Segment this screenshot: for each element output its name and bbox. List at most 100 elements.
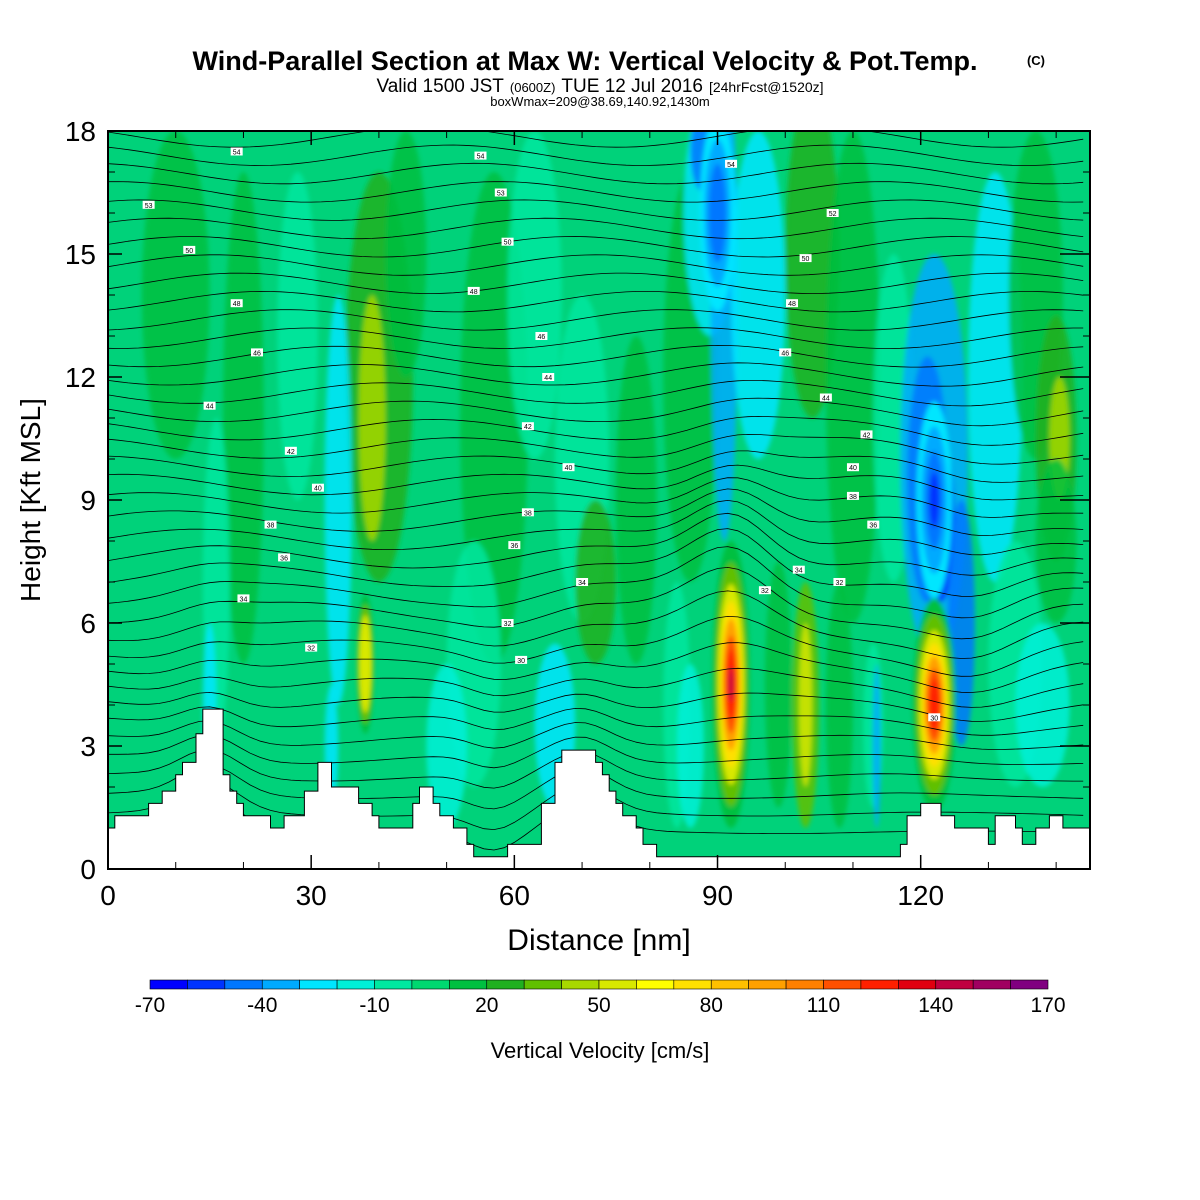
colorbar-tick-label: -10 bbox=[359, 994, 389, 1017]
theta-label-box bbox=[501, 237, 514, 246]
theta-label-box bbox=[819, 393, 832, 402]
subtitle-valid-time: Valid 1500 JST (0600Z) TUE 12 Jul 2016 [24h… bbox=[376, 76, 823, 97]
theta-label: 30 bbox=[930, 715, 938, 722]
field-blob bbox=[731, 131, 786, 459]
colorbar-swatch bbox=[486, 979, 525, 990]
potential-temperature-labels: 54 54 54 53 53 52 50 50 50 48 48 48 46 46 46 44 44 44 42 42… bbox=[142, 147, 941, 722]
colorbar-tick-label: -70 bbox=[135, 994, 165, 1017]
theta-label: 42 bbox=[863, 432, 871, 439]
field-blob bbox=[615, 336, 657, 664]
y-tick-label: 3 bbox=[80, 731, 96, 762]
terrain bbox=[108, 708, 1090, 869]
field-blob bbox=[385, 131, 427, 377]
theta-isoline bbox=[108, 691, 1084, 722]
theta-label-box bbox=[278, 553, 291, 562]
theta-label: 46 bbox=[253, 350, 261, 357]
theta-label-box bbox=[501, 619, 514, 627]
theta-isoline bbox=[108, 546, 1084, 619]
x-tick-label: 90 bbox=[702, 880, 733, 911]
x-tick-label: 120 bbox=[897, 880, 944, 911]
theta-isoline bbox=[108, 566, 1084, 640]
theta-isoline bbox=[108, 433, 1084, 465]
theta-label-box bbox=[264, 520, 277, 529]
theta-label: 46 bbox=[538, 334, 546, 341]
theta-isoline bbox=[108, 344, 1084, 368]
theta-isoline bbox=[108, 734, 1084, 769]
colorbar-tick-label: 20 bbox=[475, 994, 498, 1017]
theta-label-box bbox=[786, 299, 799, 308]
theta-label: 32 bbox=[504, 621, 512, 628]
theta-label: 48 bbox=[788, 301, 796, 308]
theta-label-box bbox=[521, 508, 534, 517]
colorbar-swatch bbox=[710, 979, 749, 990]
colorbar-swatch bbox=[636, 979, 675, 990]
x-tick-label: 0 bbox=[100, 880, 116, 911]
colorbar-tick-label: 80 bbox=[700, 994, 723, 1017]
colorbar-tick-label: -40 bbox=[247, 994, 277, 1017]
theta-label-box bbox=[284, 446, 297, 455]
theta-label: 54 bbox=[477, 154, 485, 161]
theta-isoline bbox=[108, 415, 1084, 446]
colorbar-swatch bbox=[561, 979, 600, 990]
theta-label: 53 bbox=[497, 191, 505, 198]
colorbar-swatch bbox=[935, 979, 974, 990]
x-tick-label: 30 bbox=[296, 880, 327, 911]
colorbar-swatch bbox=[224, 979, 263, 990]
theta-label-box bbox=[860, 430, 873, 439]
colorbar-swatch bbox=[336, 979, 375, 990]
colorbar-swatch bbox=[1010, 979, 1049, 990]
theta-label-box bbox=[203, 401, 216, 410]
theta-isoline bbox=[108, 272, 1084, 295]
theta-label-box bbox=[928, 713, 941, 722]
colorbar-swatch bbox=[898, 979, 937, 990]
field-blob bbox=[798, 623, 813, 787]
theta-isoline bbox=[108, 720, 1084, 750]
y-tick-label: 12 bbox=[65, 362, 96, 393]
theta-label: 44 bbox=[822, 396, 830, 403]
theta-label-box bbox=[467, 286, 480, 295]
theta-isoline bbox=[108, 181, 1084, 203]
colorbar-swatch bbox=[374, 979, 413, 990]
field-blob bbox=[507, 131, 562, 459]
colorbar-tick-label: 110 bbox=[807, 994, 840, 1017]
theta-label: 40 bbox=[849, 465, 857, 472]
field-blob bbox=[426, 664, 467, 828]
subtitle-box-max: boxWmax=209@38.69,140.92,1430m bbox=[490, 94, 710, 109]
theta-label: 38 bbox=[849, 494, 857, 501]
theta-label-box bbox=[758, 586, 771, 595]
field-blob bbox=[872, 664, 881, 828]
updraft-core bbox=[728, 667, 734, 702]
theta-isoline bbox=[108, 615, 1084, 677]
theta-label: 44 bbox=[544, 375, 552, 382]
title-copyright-mark: (C) bbox=[1027, 53, 1045, 68]
plot-area: 54 54 54 53 53 52 50 50 50 48 48 48 46 46 46 44 44 44 42 42… bbox=[108, 131, 1090, 869]
theta-label-box bbox=[311, 483, 324, 492]
theta-label: 34 bbox=[795, 568, 803, 575]
theta-label-box bbox=[305, 643, 318, 652]
colorbar-swatch bbox=[748, 979, 787, 990]
theta-isoline bbox=[108, 397, 1084, 427]
theta-label-box bbox=[183, 245, 196, 254]
theta-isoline bbox=[108, 450, 1084, 483]
field-blob bbox=[968, 172, 1023, 582]
theta-label: 54 bbox=[727, 162, 735, 169]
theta-label: 38 bbox=[524, 510, 532, 517]
colorbar-swatch bbox=[411, 979, 450, 990]
theta-isoline bbox=[108, 706, 1084, 736]
theta-label: 36 bbox=[510, 543, 518, 550]
colorbar-swatch bbox=[149, 979, 188, 990]
field-blob bbox=[277, 172, 318, 500]
colorbar-swatch bbox=[860, 979, 899, 990]
theta-label-box bbox=[792, 565, 805, 574]
theta-label: 48 bbox=[233, 301, 241, 308]
y-tick-label: 15 bbox=[65, 239, 96, 270]
field-blob bbox=[676, 664, 704, 828]
theta-label: 32 bbox=[307, 646, 315, 653]
field-blob bbox=[358, 295, 386, 541]
theta-label: 32 bbox=[761, 588, 769, 595]
field-blob bbox=[324, 295, 352, 705]
theta-isoline bbox=[108, 477, 1084, 518]
field-blob bbox=[764, 561, 793, 808]
